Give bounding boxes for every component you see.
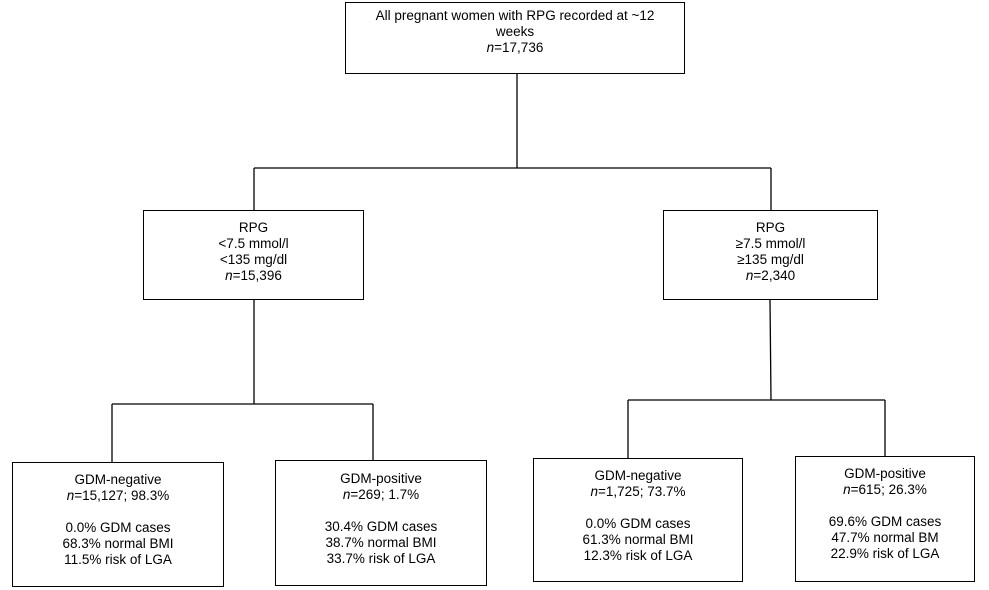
left-gdm-positive-box: GDM-positive n=269; 1.7% 30.4% GDM cases…	[275, 460, 487, 586]
left-rpg-box: RPG <7.5 mmol/l <135 mg/dl n=15,396	[143, 210, 364, 300]
left-positive-title: GDM-positive	[340, 471, 422, 486]
right-gdm-negative-box: GDM-negative n=1,725; 73.7% 0.0% GDM cas…	[533, 458, 743, 582]
right-rpg-threshold-mmol: ≥7.5 mmol/l	[735, 236, 806, 251]
left-rpg-threshold-mgdl: <135 mg/dl	[219, 252, 288, 267]
right-rpg-box: RPG ≥7.5 mmol/l ≥135 mg/dl n=2,340	[663, 210, 878, 300]
spacer	[276, 503, 486, 519]
root-title-line1: All pregnant women with RPG recorded at …	[375, 8, 655, 23]
right-positive-gdm-cases: 69.6% GDM cases	[828, 514, 942, 529]
right-gdm-positive-box: GDM-positive n=615; 26.3% 69.6% GDM case…	[795, 456, 975, 582]
left-negative-gdm-cases: 0.0% GDM cases	[65, 520, 171, 535]
root-title-line2: weeks	[495, 24, 535, 39]
right-negative-title: GDM-negative	[594, 468, 682, 483]
right-negative-count: n=1,725; 73.7%	[590, 484, 686, 499]
left-positive-count: n=269; 1.7%	[342, 487, 420, 502]
right-positive-title: GDM-positive	[844, 466, 926, 481]
spacer	[13, 504, 223, 520]
left-negative-lga-risk: 11.5% risk of LGA	[64, 552, 172, 567]
left-gdm-negative-box: GDM-negative n=15,127; 98.3% 0.0% GDM ca…	[12, 462, 224, 587]
right-rpg-threshold-mgdl: ≥135 mg/dl	[737, 252, 804, 267]
left-rpg-count: n=15,396	[225, 268, 282, 283]
left-rpg-label: RPG	[238, 220, 269, 235]
left-negative-count: n=15,127; 98.3%	[66, 488, 170, 503]
left-positive-normal-bmi: 38.7% normal BMI	[325, 535, 437, 550]
root-count: n=17,736	[486, 40, 544, 55]
connector-right-down	[769, 299, 772, 401]
root-box: All pregnant women with RPG recorded at …	[345, 2, 685, 74]
right-positive-normal-bmi: 47.7% normal BM	[831, 530, 939, 545]
right-negative-lga-risk: 12.3% risk of LGA	[583, 548, 693, 563]
left-rpg-threshold-mmol: <7.5 mmol/l	[218, 236, 289, 251]
left-positive-gdm-cases: 30.4% GDM cases	[324, 519, 438, 534]
left-positive-lga-risk: 33.7% risk of LGA	[326, 551, 436, 566]
right-positive-lga-risk: 22.9% risk of LGA	[830, 546, 940, 561]
right-rpg-count: n=2,340	[745, 268, 796, 283]
left-negative-title: GDM-negative	[74, 472, 162, 487]
spacer	[796, 498, 974, 514]
left-negative-normal-bmi: 68.3% normal BMI	[62, 536, 174, 551]
spacer	[534, 500, 742, 516]
right-positive-count: n=615; 26.3%	[843, 482, 927, 497]
right-negative-gdm-cases: 0.0% GDM cases	[585, 516, 691, 531]
right-rpg-label: RPG	[755, 220, 786, 235]
right-negative-normal-bmi: 61.3% normal BMI	[582, 532, 694, 547]
